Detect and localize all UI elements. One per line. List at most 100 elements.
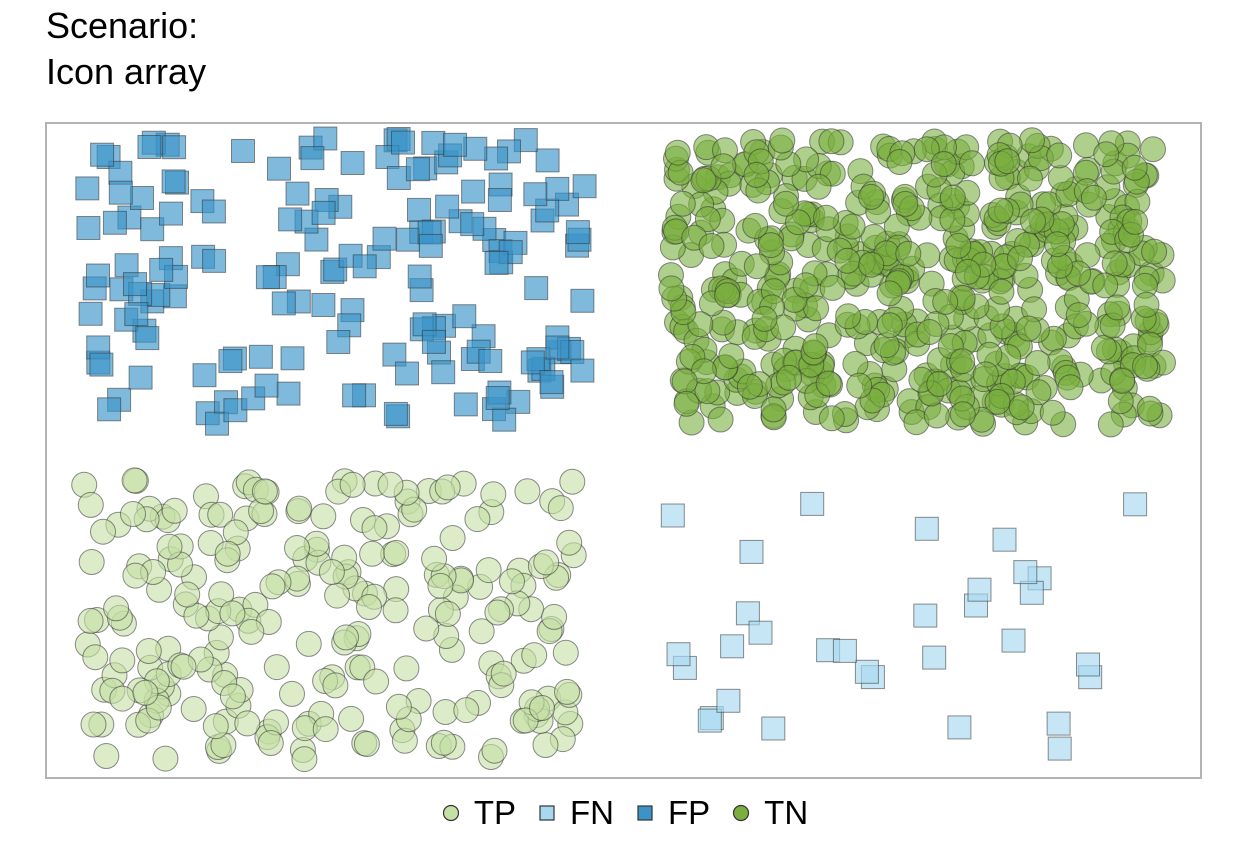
icon-tp-circle: [529, 695, 555, 721]
icon-fn-square: [735, 601, 760, 626]
icon-tn-circle: [1122, 208, 1149, 235]
icon-fn-square: [748, 620, 773, 645]
icon-fn-square: [800, 491, 825, 516]
icon-tp-circle: [324, 582, 351, 609]
icon-tn-circle: [1057, 374, 1084, 401]
icon-tn-circle: [673, 390, 700, 417]
icon-tn-circle: [664, 139, 691, 166]
icon-tp-circle: [338, 705, 365, 732]
icon-tn-circle: [939, 206, 966, 233]
icon-tn-circle: [876, 312, 903, 339]
icon-tn-circle: [718, 343, 745, 369]
icon-fp-square: [311, 200, 336, 225]
icon-fp-square: [383, 401, 408, 426]
icon-tn-circle: [1044, 231, 1071, 258]
icon-tn-circle: [742, 212, 769, 239]
icon-tn-circle: [776, 364, 802, 391]
legend: TP FN FP TN: [0, 790, 1248, 836]
icon-marks: [71, 126, 1176, 773]
icon-tp-circle: [214, 540, 241, 567]
icon-tn-circle: [1080, 184, 1107, 211]
icon-fn-square: [947, 715, 972, 740]
icon-fn-square: [914, 516, 939, 541]
icon-tp-circle: [219, 683, 246, 710]
icon-tn-circle: [1093, 141, 1120, 168]
icon-fn-square: [913, 603, 938, 628]
icon-tn-circle: [1101, 250, 1128, 277]
legend-key-fp-square: [637, 805, 653, 821]
legend-item-fn: FN: [536, 793, 614, 833]
icon-tp-circle: [263, 654, 290, 681]
icon-tn-circle: [858, 183, 885, 210]
icon-tp-circle: [318, 559, 345, 585]
icon-tp-circle: [180, 696, 207, 722]
icon-tn-circle: [994, 148, 1021, 175]
icon-tp-circle: [427, 572, 454, 599]
icon-fp-square: [565, 220, 590, 245]
icon-tn-circle: [802, 333, 829, 360]
icon-tp-circle: [295, 630, 322, 657]
icon-fp-square: [484, 250, 509, 275]
icon-tn-circle: [815, 370, 842, 397]
icon-fp-square: [407, 264, 432, 289]
icon-tp-circle: [514, 478, 541, 505]
icon-tn-circle: [1008, 394, 1035, 421]
icon-fp-square: [123, 272, 147, 297]
icon-tn-circle: [1046, 142, 1073, 169]
icon-fn-square: [697, 708, 722, 733]
icon-tp-circle: [333, 624, 359, 651]
icon-tn-circle: [1024, 350, 1051, 376]
legend-label-fn: FN: [570, 794, 614, 831]
icon-tp-circle: [481, 737, 508, 764]
icon-fp-square: [201, 199, 226, 224]
icon-tn-circle: [984, 388, 1011, 415]
icon-tp-circle: [490, 660, 517, 687]
icon-fn-square: [1123, 492, 1148, 517]
icon-tp-circle: [532, 732, 559, 758]
icon-tp-circle: [385, 693, 412, 720]
icon-tn-circle: [714, 282, 741, 309]
icon-fp-square: [391, 130, 415, 155]
icon-fp-square: [342, 383, 367, 408]
icon-tn-circle: [1047, 252, 1073, 279]
icon-tn-circle: [751, 305, 778, 332]
icon-tp-circle: [208, 581, 235, 608]
icon-tn-circle: [1097, 411, 1124, 438]
icon-tp-circle: [207, 501, 234, 528]
icon-tn-circle: [972, 361, 999, 388]
icon-tp-circle: [286, 495, 313, 522]
icon-fp-square: [484, 146, 509, 171]
icon-tp-circle: [552, 639, 579, 666]
icon-tp-circle: [361, 515, 388, 542]
icon-tp-circle: [393, 655, 420, 682]
icon-fp-square: [372, 226, 397, 251]
icon-fp-square: [300, 146, 325, 171]
icon-tn-circle: [819, 274, 846, 301]
icon-tn-circle: [1015, 315, 1042, 342]
icon-tp-circle: [480, 481, 507, 508]
icon-fn-square: [1046, 711, 1071, 736]
icon-fp-square: [124, 302, 149, 327]
icon-tp-circle: [363, 668, 390, 695]
icon-tn-circle: [835, 303, 862, 330]
icon-tn-circle: [1109, 367, 1136, 394]
icon-fp-square: [108, 180, 133, 205]
icon-tp-circle: [554, 678, 580, 705]
icon-fp-square: [89, 352, 114, 377]
legend-item-tn: TN: [730, 793, 808, 833]
icon-tp-circle: [152, 745, 179, 772]
icon-tn-circle: [916, 319, 943, 345]
icon-fp-square: [485, 386, 510, 410]
icon-tn-circle: [939, 184, 966, 211]
icon-fn-square: [761, 716, 786, 741]
icon-fp-square: [443, 132, 467, 157]
icon-tn-circle: [1140, 136, 1166, 163]
icon-tp-circle: [475, 557, 502, 584]
icon-fp-square: [421, 329, 446, 354]
icon-fn-square: [666, 642, 691, 667]
icon-tp-circle: [322, 672, 349, 699]
icon-tp-circle: [202, 713, 229, 740]
icon-tn-circle: [839, 213, 866, 240]
icon-tn-circle: [1104, 294, 1131, 321]
